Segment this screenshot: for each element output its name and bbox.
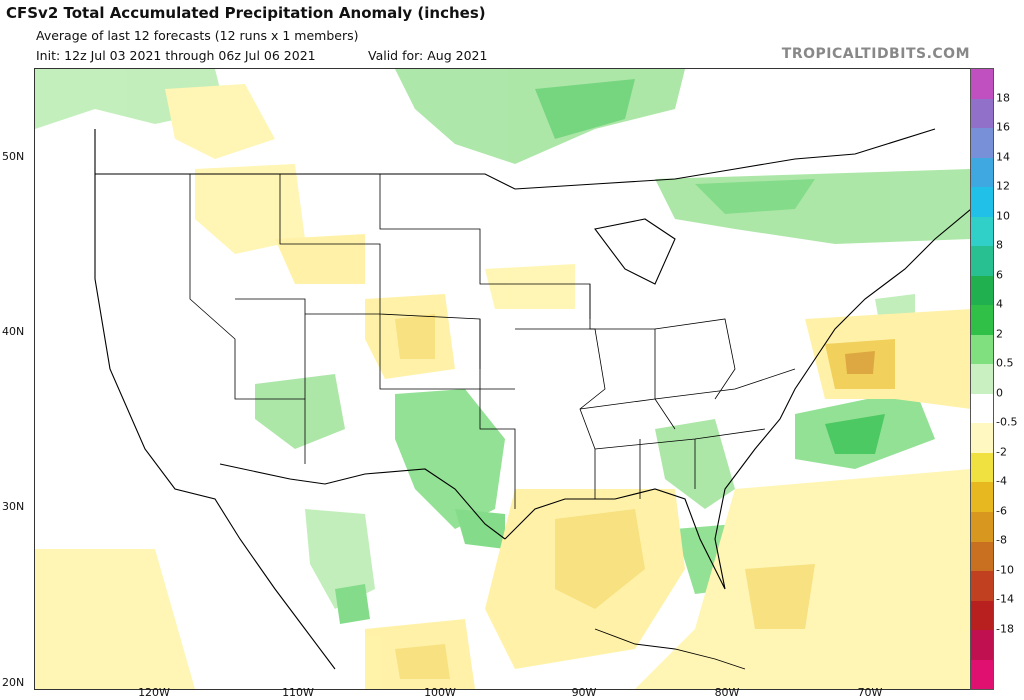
colorbar-swatch [971, 305, 993, 335]
lat-label-30n: 30N [2, 500, 25, 513]
colorbar-label: -4 [996, 474, 1007, 488]
colorbar-label: -18 [996, 622, 1014, 636]
colorbar-swatch [971, 334, 993, 365]
colorbar-swatch [971, 630, 993, 660]
colorbar-swatch [971, 128, 993, 158]
lat-label-40n: 40N [2, 325, 25, 338]
colorbar-label: 14 [996, 150, 1010, 164]
colorbar-swatch [971, 187, 993, 217]
colorbar-label: -14 [996, 592, 1014, 606]
lon-label-90w: 90W [571, 686, 597, 699]
colorbar-swatch [971, 246, 993, 276]
lat-label-50n: 50N [2, 150, 25, 163]
colorbar-label: 0 [996, 386, 1003, 400]
colorbar-label: -6 [996, 504, 1007, 518]
colorbar-swatch [971, 98, 993, 129]
colorbar-swatch [971, 659, 993, 690]
colorbar-label: -8 [996, 533, 1007, 547]
colorbar-swatch [971, 482, 993, 512]
colorbar-swatch [971, 157, 993, 188]
lon-label-120w: 120W [138, 686, 170, 699]
colorbar-swatch [971, 541, 993, 572]
colorbar-swatch [971, 423, 993, 453]
colorbar-label: 2 [996, 327, 1003, 341]
colorbar-swatch [971, 393, 993, 424]
colorbar-label: 0.5 [996, 356, 1014, 370]
colorbar-label: -10 [996, 563, 1014, 577]
colorbar-swatch [971, 452, 993, 483]
lat-label-20n: 20N [2, 676, 25, 689]
colorbar-swatch [971, 571, 993, 601]
init-time: Init: 12z Jul 03 2021 through 06z Jul 06… [36, 48, 316, 63]
map-title: CFSv2 Total Accumulated Precipitation An… [6, 4, 486, 22]
colorbar [970, 68, 994, 690]
map-subtitle: Average of last 12 forecasts (12 runs x … [36, 28, 359, 43]
lon-label-80w: 80W [714, 686, 740, 699]
colorbar-swatch [971, 69, 993, 99]
colorbar-label: 12 [996, 179, 1010, 193]
colorbar-swatch [971, 216, 993, 247]
colorbar-label: 8 [996, 238, 1003, 252]
colorbar-swatch [971, 511, 993, 542]
colorbar-label: 16 [996, 120, 1010, 134]
lon-label-100w: 100W [424, 686, 456, 699]
lon-label-110w: 110W [282, 686, 314, 699]
anomaly-field [35, 69, 971, 689]
colorbar-label: 10 [996, 209, 1010, 223]
lon-label-70w: 70W [857, 686, 883, 699]
colorbar-label: 6 [996, 268, 1003, 282]
colorbar-label: -0.5 [996, 415, 1018, 429]
colorbar-label: 18 [996, 91, 1010, 105]
colorbar-swatch [971, 275, 993, 306]
colorbar-label: 4 [996, 297, 1003, 311]
site-brand: TROPICALTIDBITS.COM [781, 46, 970, 62]
colorbar-swatch [971, 600, 993, 631]
valid-time: Valid for: Aug 2021 [368, 48, 488, 63]
colorbar-label: -2 [996, 445, 1007, 459]
precipitation-anomaly-map [34, 68, 972, 690]
colorbar-swatch [971, 364, 993, 394]
